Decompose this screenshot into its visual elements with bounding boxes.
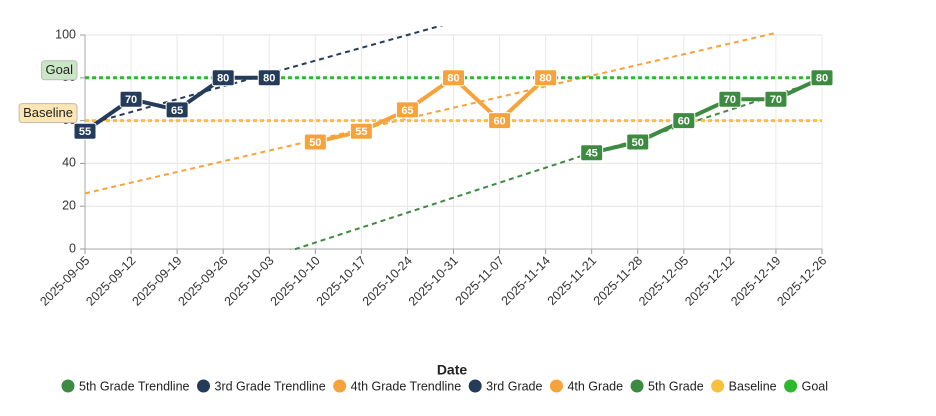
legend-item: 3rd Grade bbox=[468, 379, 543, 393]
legend-item: 5th Grade Trendline bbox=[61, 379, 190, 393]
data-point bbox=[764, 90, 788, 108]
data-point bbox=[257, 69, 281, 87]
legend-item: 5th Grade bbox=[630, 379, 704, 393]
data-label: 80 bbox=[447, 73, 459, 85]
data-point bbox=[303, 133, 327, 151]
legend-swatch bbox=[784, 379, 798, 393]
legend-item: Baseline bbox=[711, 379, 777, 393]
x-tick-label: 2025-11-07 bbox=[453, 254, 507, 308]
trendline bbox=[289, 78, 823, 250]
legend-swatch bbox=[468, 379, 482, 393]
legend-swatch bbox=[61, 379, 75, 393]
data-point bbox=[442, 69, 465, 87]
legend-label: Goal bbox=[802, 379, 828, 393]
data-label: 80 bbox=[263, 73, 275, 85]
legend-swatch bbox=[630, 379, 644, 393]
data-point bbox=[73, 122, 97, 140]
series-line bbox=[591, 75, 823, 155]
legend-label: 4th Grade bbox=[567, 379, 623, 393]
data-label: 80 bbox=[816, 73, 828, 85]
series-line bbox=[314, 75, 547, 144]
y-tick-label: 40 bbox=[62, 156, 76, 170]
legend-swatch bbox=[333, 379, 347, 393]
legend-item: 4th Grade bbox=[549, 379, 623, 393]
x-tick-label: 2025-11-14 bbox=[499, 254, 553, 308]
x-tick-label: 2025-12-26 bbox=[774, 254, 829, 309]
data-label: 80 bbox=[540, 73, 552, 85]
data-label: 70 bbox=[125, 94, 137, 106]
legend-label: 3rd Grade Trendline bbox=[214, 379, 325, 393]
reference-label-box bbox=[18, 103, 78, 124]
data-point bbox=[349, 122, 373, 140]
legend-swatch bbox=[196, 379, 210, 393]
data-point bbox=[718, 90, 742, 108]
legend-item: Goal bbox=[784, 379, 828, 393]
data-label: 60 bbox=[493, 116, 505, 128]
data-label: 70 bbox=[724, 94, 736, 106]
data-point bbox=[534, 69, 558, 87]
data-label: 60 bbox=[678, 116, 690, 128]
y-tick-label: 20 bbox=[62, 198, 76, 212]
legend-label: Baseline bbox=[729, 379, 777, 393]
data-label: 50 bbox=[309, 137, 321, 149]
data-point bbox=[810, 69, 834, 87]
data-label: 50 bbox=[632, 137, 644, 149]
data-label: 45 bbox=[586, 148, 598, 160]
x-axis-label: Date bbox=[437, 362, 468, 378]
legend-label: 3rd Grade bbox=[486, 379, 542, 393]
legend-swatch bbox=[711, 379, 725, 393]
data-point bbox=[672, 112, 696, 130]
y-tick-label: 0 bbox=[69, 241, 76, 255]
reference-label: Baseline bbox=[23, 105, 73, 120]
legend-label: 5th Grade bbox=[648, 379, 704, 393]
reference-label-box bbox=[41, 60, 78, 81]
data-label: 65 bbox=[401, 105, 413, 117]
trendline bbox=[84, 31, 777, 195]
legend-swatch bbox=[549, 379, 563, 393]
legend-item: 4th Grade Trendline bbox=[333, 379, 461, 393]
data-point bbox=[488, 112, 512, 130]
data-point bbox=[119, 90, 143, 108]
reference-label: Goal bbox=[46, 62, 74, 77]
data-point bbox=[580, 144, 604, 162]
y-tick-label: 100 bbox=[55, 27, 76, 41]
legend-label: 5th Grade Trendline bbox=[79, 379, 190, 393]
legend-item: 3rd Grade Trendline bbox=[196, 379, 326, 393]
data-point bbox=[211, 69, 235, 87]
data-label: 70 bbox=[770, 94, 782, 106]
data-point bbox=[165, 101, 189, 119]
data-label: 55 bbox=[355, 126, 367, 138]
data-point bbox=[395, 101, 419, 119]
data-point bbox=[626, 133, 650, 151]
data-label: 80 bbox=[217, 73, 229, 85]
data-label: 65 bbox=[171, 105, 183, 117]
data-label: 55 bbox=[79, 126, 91, 138]
x-tick-label: 2025-11-21 bbox=[545, 254, 599, 308]
x-tick-label: 2025-10-31 bbox=[406, 254, 461, 309]
legend-label: 4th Grade Trendline bbox=[351, 379, 462, 393]
